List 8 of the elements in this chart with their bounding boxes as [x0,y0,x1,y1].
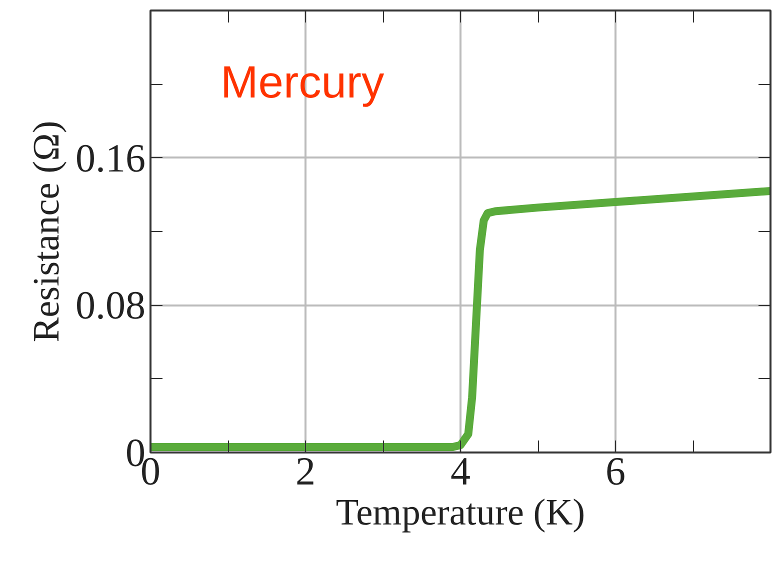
x-tick-label: 2 [296,448,316,494]
y-tick-label: 0.16 [76,135,146,180]
x-tick-label: 4 [450,448,470,494]
x-axis-title: Temperature (K) [336,492,586,534]
x-tick-label: 6 [606,448,626,494]
y-tick-label: 0.08 [76,282,146,328]
y-axis-title: Resistance (Ω) [26,120,68,342]
annotation: Mercury [220,56,385,108]
